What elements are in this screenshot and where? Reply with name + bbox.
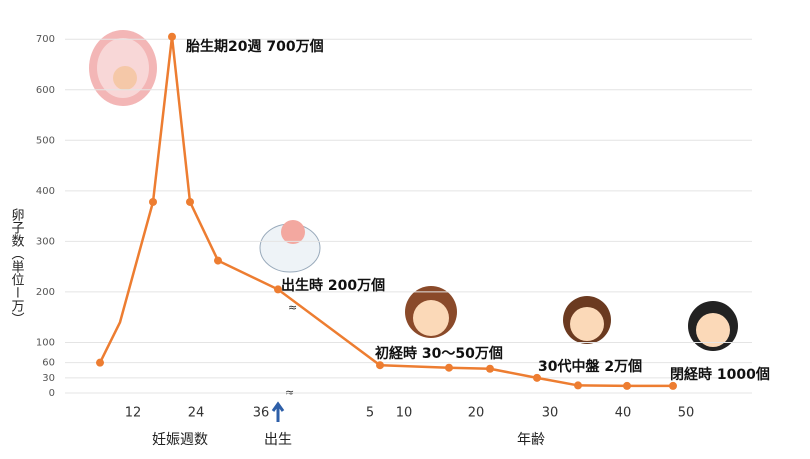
x-group-label: 年齢 <box>517 432 545 448</box>
annotation: 閉経時 1000個 <box>670 366 770 383</box>
y-tick-label: 500 <box>36 135 55 146</box>
point <box>376 361 384 370</box>
point <box>623 381 631 390</box>
axis-break: ≈ <box>288 301 297 314</box>
point <box>149 197 157 206</box>
point <box>574 381 582 390</box>
x-tick-label: 36 <box>253 406 270 421</box>
x-tick-label: 20 <box>468 406 485 421</box>
annotation: 30代中盤 2万個 <box>538 358 642 375</box>
illustration-girl <box>405 286 457 338</box>
x-tick-label: 24 <box>188 406 205 421</box>
point <box>533 373 541 382</box>
point <box>486 364 494 373</box>
x-group-label: 妊娠週数 <box>152 432 208 448</box>
y-tick-label: 0 <box>49 388 55 399</box>
y-tick-label: 60 <box>42 358 55 369</box>
point <box>168 32 176 41</box>
y-tick-label: 200 <box>36 287 55 298</box>
y-tick-label: 400 <box>36 186 55 197</box>
point <box>96 358 104 367</box>
point <box>274 285 282 294</box>
y-tick-label: 600 <box>36 85 55 96</box>
y-tick-label: 700 <box>36 34 55 45</box>
birth-arrow <box>271 401 285 422</box>
line <box>98 36 673 388</box>
point <box>186 197 194 206</box>
y-axis-label: 卵子数（単位ー万） <box>9 208 25 325</box>
y-tick-label: 300 <box>36 236 55 247</box>
x-tick-label: 50 <box>678 406 695 421</box>
x-tick-label: 40 <box>615 406 632 421</box>
annotation: 初経時 30〜50万個 <box>375 345 503 362</box>
x-tick-label: 30 <box>542 406 559 421</box>
x-tick-label: 12 <box>125 406 142 421</box>
illustration-fetus <box>89 30 157 106</box>
illustration-woman <box>563 296 611 344</box>
annotation: 胎生期20週 700万個 <box>186 38 324 55</box>
x-group-label: 出生 <box>264 432 292 448</box>
annotation: 出生時 200万個 <box>281 277 385 294</box>
x-tick-label: 10 <box>396 406 413 421</box>
point <box>445 363 453 372</box>
y-tick-label: 30 <box>42 373 55 384</box>
x-tick-label: 5 <box>366 406 374 421</box>
point <box>214 256 222 265</box>
point <box>669 381 677 390</box>
y-tick-label: 100 <box>36 337 55 348</box>
illustration-older-woman <box>688 301 738 351</box>
illustration-baby <box>259 220 321 273</box>
